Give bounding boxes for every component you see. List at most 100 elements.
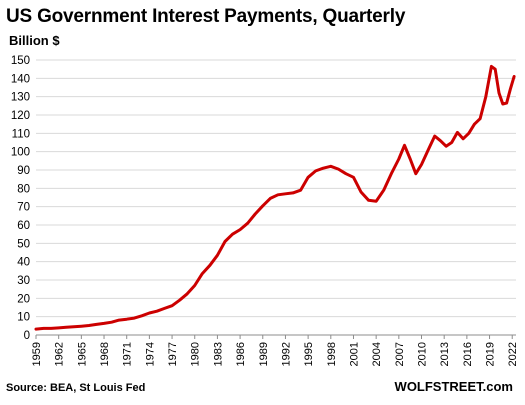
grid-lines [36, 59, 516, 318]
data-point [383, 189, 385, 191]
x-tick-label: 1998 [326, 342, 338, 366]
y-tick-label: 110 [12, 128, 30, 140]
data-point [375, 200, 377, 202]
y-tick-label: 30 [17, 275, 30, 287]
data-point [262, 205, 264, 207]
x-tick-label: 1995 [303, 342, 315, 366]
data-point [231, 233, 234, 235]
data-point [133, 317, 135, 319]
data-point [88, 324, 90, 327]
data-point [43, 327, 45, 329]
data-point [337, 168, 339, 170]
data-point [513, 75, 515, 78]
y-tick-label: 70 [17, 202, 30, 214]
y-tick-label: 90 [17, 165, 30, 177]
x-tick-label: 1977 [167, 342, 179, 366]
data-point [315, 170, 317, 172]
data-point [126, 318, 128, 320]
data-point [186, 293, 188, 295]
data-point [269, 197, 271, 199]
data-point [73, 326, 75, 328]
x-tick-label: 2004 [371, 342, 383, 366]
data-point [156, 310, 158, 312]
x-tick-label: 2022 [507, 342, 519, 366]
data-point [201, 273, 203, 275]
x-tick-label: 1986 [235, 342, 247, 366]
data-point [179, 299, 181, 301]
data-point [239, 229, 241, 231]
data-point [141, 315, 143, 317]
data-point [322, 167, 324, 169]
data-point [494, 68, 496, 70]
y-tick-label: 10 [17, 312, 30, 324]
data-point [485, 96, 487, 98]
x-tick-label: 1968 [99, 342, 111, 366]
data-point [80, 325, 82, 327]
data-point [479, 118, 481, 120]
y-tick-label: 0 [24, 330, 30, 342]
source-note: Source: BEA, St Louis Fed [6, 382, 146, 394]
data-point [403, 144, 406, 146]
y-tick-label: 150 [11, 55, 30, 67]
series-path [34, 64, 516, 331]
data-point [439, 140, 441, 142]
x-tick-label: 2001 [348, 342, 360, 366]
data-point [50, 327, 52, 329]
data-point [445, 145, 447, 147]
data-point [456, 131, 458, 133]
x-tick-label: 2013 [439, 342, 451, 366]
x-tick-label: 1989 [258, 342, 270, 366]
data-point [118, 319, 120, 321]
y-tick-label: 40 [17, 257, 30, 269]
data-point [163, 307, 166, 309]
y-tick-label: 20 [17, 293, 30, 305]
data-point [451, 141, 453, 144]
data-point [352, 176, 355, 178]
data-point [428, 147, 430, 149]
data-point [345, 173, 347, 175]
y-tick-label: 130 [11, 92, 30, 104]
data-point [65, 326, 67, 328]
x-tick-label: 2016 [462, 342, 474, 366]
data-point [216, 254, 218, 256]
data-point [330, 165, 332, 167]
chart-title: US Government Interest Payments, Quarter… [6, 6, 406, 27]
x-tick-label: 1992 [280, 342, 292, 366]
data-point [468, 132, 470, 134]
x-tick-label: 1962 [54, 342, 66, 366]
y-tick-label: 120 [11, 110, 30, 122]
y-tick-label: 100 [11, 147, 30, 159]
data-point [58, 327, 60, 329]
x-tick-label: 2010 [417, 342, 429, 366]
data-point [434, 135, 436, 137]
x-axis [35, 334, 516, 339]
data-point [462, 138, 464, 140]
x-tick-label: 1980 [190, 342, 202, 366]
data-point [506, 102, 508, 104]
data-point [103, 322, 105, 324]
data-point [284, 193, 286, 195]
data-point [35, 328, 37, 330]
brand-watermark: WOLFSTREET.com [394, 379, 513, 394]
data-point [409, 158, 411, 160]
y-tick-label: 80 [17, 183, 30, 195]
data-point [224, 240, 226, 243]
data-point [292, 192, 294, 194]
x-tick-label: 1983 [212, 342, 224, 366]
y-tick-labels: 0 10 20 30 40 50 60 70 80 90 100 110 120 130 140 150 [11, 55, 30, 342]
data-point [360, 191, 362, 193]
data-point [502, 103, 504, 105]
y-tick-label: 140 [11, 73, 30, 85]
y-tick-label: 60 [17, 220, 30, 232]
data-point [209, 264, 211, 266]
data-point [277, 194, 279, 196]
x-tick-label: 2019 [485, 342, 497, 366]
data-point [254, 213, 256, 215]
x-tick-label: 1974 [144, 342, 156, 366]
data-point [368, 199, 370, 201]
data-point [509, 88, 511, 90]
data-point [95, 323, 98, 325]
data-point [490, 65, 492, 67]
data-point [390, 173, 392, 175]
